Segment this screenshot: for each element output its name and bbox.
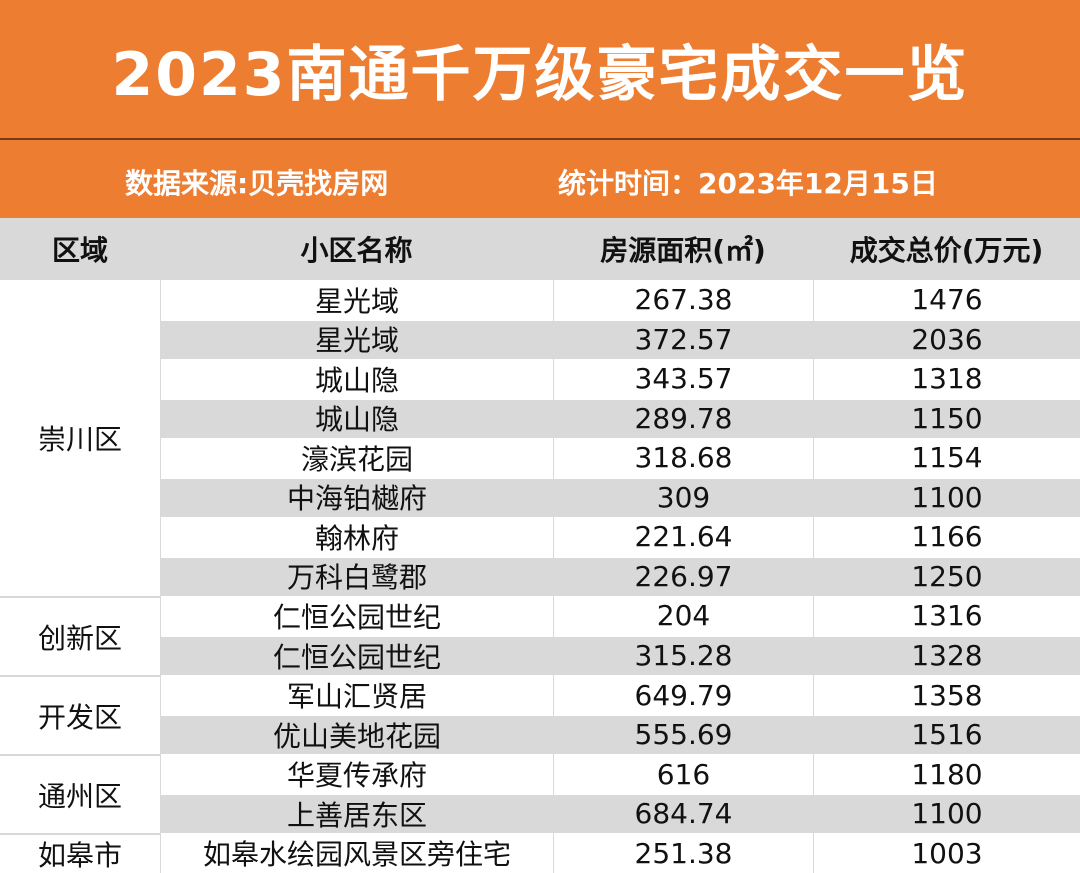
row-bg — [160, 596, 1080, 636]
district-cell: 创新区 — [0, 596, 160, 676]
district-cell: 通州区 — [0, 754, 160, 834]
row-bg — [160, 635, 1080, 676]
area-cell: 616 — [553, 754, 813, 794]
area-cell: 684.74 — [553, 793, 813, 834]
name-cell: 上善居东区 — [160, 793, 553, 834]
price-cell: 1516 — [813, 714, 1080, 755]
row-bg — [160, 833, 1080, 873]
subtitle-band: 数据来源:贝壳找房网 统计时间：2023年12月15日 — [0, 140, 1080, 218]
area-cell: 649.79 — [553, 675, 813, 715]
name-cell: 濠滨花园 — [160, 438, 553, 478]
price-cell: 1180 — [813, 754, 1080, 794]
district-cell: 开发区 — [0, 675, 160, 755]
column-header: 小区名称 — [300, 234, 413, 267]
area-cell: 221.64 — [553, 517, 813, 557]
price-cell: 1250 — [813, 556, 1080, 597]
name-cell: 翰林府 — [160, 517, 553, 557]
name-cell: 星光域 — [160, 319, 553, 360]
price-cell: 1166 — [813, 517, 1080, 557]
name-cell: 优山美地花园 — [160, 714, 553, 755]
district-cell: 如皋市 — [0, 833, 160, 873]
area-cell: 315.28 — [553, 635, 813, 676]
row-bg — [160, 517, 1080, 557]
row-bg — [160, 280, 1080, 320]
name-cell: 如皋水绘园风景区旁住宅 — [160, 833, 553, 873]
row-bg — [160, 556, 1080, 597]
area-cell: 318.68 — [553, 438, 813, 478]
name-cell: 华夏传承府 — [160, 754, 553, 794]
column-header: 成交总价(万元) — [849, 234, 1044, 267]
district-cell: 崇川区 — [0, 280, 160, 597]
name-cell: 城山隐 — [160, 359, 553, 399]
column-header: 区域 — [51, 234, 108, 267]
price-cell: 1003 — [813, 833, 1080, 873]
area-cell: 309 — [553, 477, 813, 518]
row-bg — [160, 359, 1080, 399]
price-cell: 1476 — [813, 280, 1080, 320]
price-cell: 1328 — [813, 635, 1080, 676]
row-bg — [160, 793, 1080, 834]
row-bg — [160, 319, 1080, 360]
source: 数据来源:贝壳找房网 — [125, 167, 389, 200]
area-cell: 204 — [553, 596, 813, 636]
row-bg — [160, 754, 1080, 794]
name-cell: 万科白鹭郡 — [160, 556, 553, 597]
row-bg — [160, 477, 1080, 518]
area-cell: 343.57 — [553, 359, 813, 399]
title: 2023南通千万级豪宅成交一览 — [0, 0, 1080, 138]
row-bg — [160, 675, 1080, 715]
area-cell: 555.69 — [553, 714, 813, 755]
name-cell: 城山隐 — [160, 398, 553, 439]
price-cell: 1316 — [813, 596, 1080, 636]
name-cell: 中海铂樾府 — [160, 477, 553, 518]
row-bg — [160, 438, 1080, 478]
price-cell: 1100 — [813, 477, 1080, 518]
area-cell: 226.97 — [553, 556, 813, 597]
column-header: 房源面积(㎡) — [600, 234, 766, 267]
date: 统计时间：2023年12月15日 — [558, 167, 938, 200]
row-bg — [160, 398, 1080, 439]
price-cell: 1358 — [813, 675, 1080, 715]
name-cell: 仁恒公园世纪 — [160, 635, 553, 676]
name-cell: 军山汇贤居 — [160, 675, 553, 715]
price-cell: 1150 — [813, 398, 1080, 439]
area-cell: 267.38 — [553, 280, 813, 320]
price-cell: 1318 — [813, 359, 1080, 399]
area-cell: 372.57 — [553, 319, 813, 360]
price-cell: 1100 — [813, 793, 1080, 834]
area-cell: 251.38 — [553, 833, 813, 873]
name-cell: 星光域 — [160, 280, 553, 320]
row-bg — [160, 714, 1080, 755]
table-header: 区域 小区名称 房源面积(㎡) 成交总价(万元) — [0, 218, 1080, 280]
area-cell: 289.78 — [553, 398, 813, 439]
price-cell: 1154 — [813, 438, 1080, 478]
name-cell: 仁恒公园世纪 — [160, 596, 553, 636]
price-cell: 2036 — [813, 319, 1080, 360]
separator — [0, 138, 1080, 140]
